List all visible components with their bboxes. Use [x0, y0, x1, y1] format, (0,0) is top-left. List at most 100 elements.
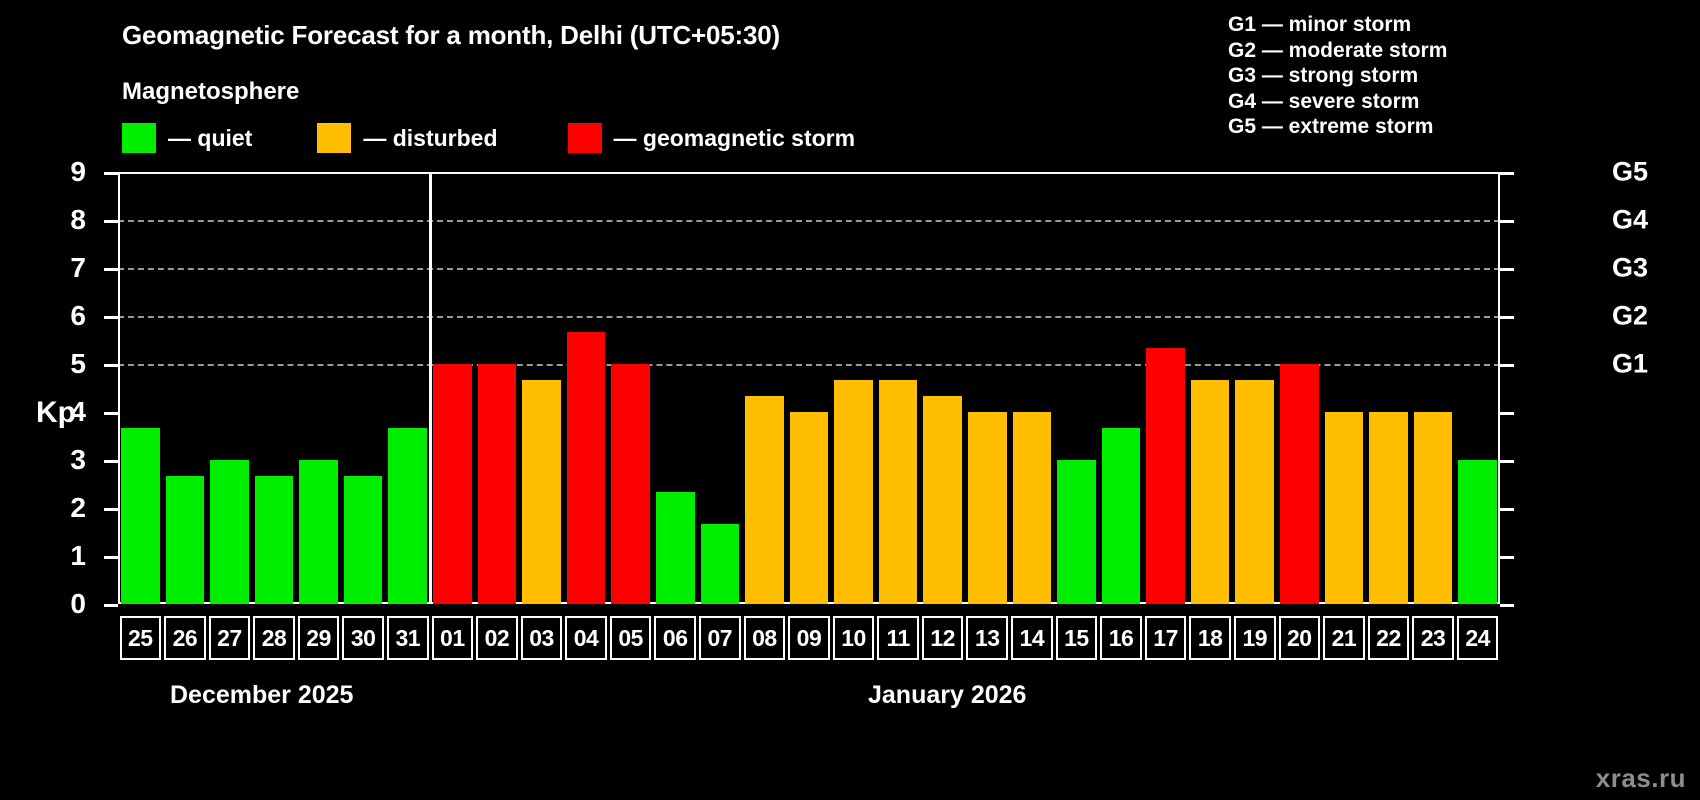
- bar-slot[interactable]: [1188, 172, 1233, 604]
- bar-06[interactable]: [655, 492, 695, 604]
- bar-slot[interactable]: [1322, 172, 1367, 604]
- bar-slot[interactable]: [742, 172, 787, 604]
- bar-01[interactable]: [433, 364, 472, 604]
- bar-slot[interactable]: [608, 172, 653, 604]
- day-label-05[interactable]: 05: [609, 616, 652, 660]
- bar-slot[interactable]: [519, 172, 564, 604]
- g-tick-mark: [1500, 412, 1514, 415]
- g-tick-label-g2: G2: [1612, 300, 1649, 331]
- day-label-23[interactable]: 23: [1412, 616, 1454, 660]
- g-tick-mark: [1500, 172, 1514, 175]
- day-label-25[interactable]: 25: [119, 616, 162, 660]
- bar-03[interactable]: [522, 379, 561, 604]
- bar-slot[interactable]: [163, 172, 208, 604]
- day-label-11[interactable]: 11: [877, 616, 919, 660]
- day-label-06[interactable]: 06: [654, 616, 697, 660]
- bar-slot[interactable]: [1054, 172, 1099, 604]
- day-label-22[interactable]: 22: [1367, 616, 1410, 660]
- bar-13[interactable]: [967, 412, 1007, 604]
- y-tick-label: 9: [70, 156, 86, 187]
- bar-27[interactable]: [210, 460, 249, 604]
- day-label-20[interactable]: 20: [1278, 616, 1321, 660]
- day-label-12[interactable]: 12: [921, 616, 964, 660]
- bar-19[interactable]: [1235, 379, 1275, 604]
- bar-slot[interactable]: [118, 172, 163, 604]
- bar-20[interactable]: [1280, 364, 1319, 604]
- bar-slot[interactable]: [1455, 172, 1500, 604]
- bar-slot[interactable]: [787, 172, 832, 604]
- bar-slot[interactable]: [876, 172, 921, 604]
- bar-slot[interactable]: [1010, 172, 1055, 604]
- bar-slot[interactable]: [831, 172, 876, 604]
- y-axis-title: Kp: [36, 396, 76, 429]
- bar-21[interactable]: [1324, 412, 1364, 604]
- bar-slot[interactable]: [1366, 172, 1411, 604]
- bar-04[interactable]: [566, 331, 606, 604]
- bar-07[interactable]: [700, 523, 740, 604]
- bar-29[interactable]: [299, 460, 338, 604]
- bar-slot[interactable]: [1232, 172, 1277, 604]
- bar-23[interactable]: [1413, 412, 1453, 604]
- bar-slot[interactable]: [207, 172, 252, 604]
- day-label-09[interactable]: 09: [788, 616, 830, 660]
- bar-11[interactable]: [878, 379, 918, 604]
- day-label-24[interactable]: 24: [1456, 616, 1499, 660]
- day-label-03[interactable]: 03: [520, 616, 563, 660]
- day-label-08[interactable]: 08: [743, 616, 786, 660]
- day-label-17[interactable]: 17: [1144, 616, 1187, 660]
- bar-25[interactable]: [121, 427, 160, 604]
- bar-02[interactable]: [477, 364, 517, 604]
- bar-26[interactable]: [165, 475, 205, 604]
- bar-slot[interactable]: [475, 172, 520, 604]
- bar-slot[interactable]: [1143, 172, 1188, 604]
- bar-10[interactable]: [834, 379, 873, 604]
- day-label-28[interactable]: 28: [253, 616, 295, 660]
- bar-slot[interactable]: [341, 172, 386, 604]
- bar-14[interactable]: [1012, 412, 1052, 604]
- bar-18[interactable]: [1190, 379, 1230, 604]
- bar-05[interactable]: [611, 364, 650, 604]
- bar-15[interactable]: [1057, 460, 1096, 604]
- legend-item-storm: — geomagnetic storm: [567, 122, 855, 154]
- bar-slot[interactable]: [920, 172, 965, 604]
- bar-slot[interactable]: [385, 172, 430, 604]
- bar-31[interactable]: [388, 427, 428, 604]
- day-label-31[interactable]: 31: [386, 616, 429, 660]
- bar-slot[interactable]: [1277, 172, 1322, 604]
- bar-08[interactable]: [745, 396, 784, 604]
- bar-slot[interactable]: [653, 172, 698, 604]
- day-label-04[interactable]: 04: [565, 616, 607, 660]
- bar-24[interactable]: [1458, 460, 1497, 604]
- bar-30[interactable]: [343, 475, 383, 604]
- day-label-21[interactable]: 21: [1323, 616, 1365, 660]
- bar-09[interactable]: [789, 412, 829, 604]
- day-label-02[interactable]: 02: [476, 616, 518, 660]
- bar-slot[interactable]: [965, 172, 1010, 604]
- day-label-27[interactable]: 27: [208, 616, 251, 660]
- bar-slot[interactable]: [564, 172, 609, 604]
- day-label-26[interactable]: 26: [164, 616, 206, 660]
- day-label-30[interactable]: 30: [342, 616, 384, 660]
- day-label-14[interactable]: 14: [1011, 616, 1053, 660]
- bar-slot[interactable]: [698, 172, 743, 604]
- bar-22[interactable]: [1369, 412, 1408, 604]
- bar-slot[interactable]: [1411, 172, 1456, 604]
- bar-28[interactable]: [254, 475, 294, 604]
- day-label-19[interactable]: 19: [1233, 616, 1276, 660]
- day-label-16[interactable]: 16: [1100, 616, 1142, 660]
- day-label-18[interactable]: 18: [1189, 616, 1231, 660]
- bar-12[interactable]: [923, 396, 962, 604]
- day-label-10[interactable]: 10: [832, 616, 875, 660]
- y-tick-label: 8: [70, 204, 86, 235]
- day-label-15[interactable]: 15: [1055, 616, 1098, 660]
- day-label-29[interactable]: 29: [297, 616, 340, 660]
- bar-slot[interactable]: [430, 172, 475, 604]
- bar-16[interactable]: [1101, 427, 1141, 604]
- day-label-01[interactable]: 01: [431, 616, 474, 660]
- bar-17[interactable]: [1146, 348, 1185, 604]
- day-label-07[interactable]: 07: [699, 616, 741, 660]
- bar-slot[interactable]: [252, 172, 297, 604]
- bar-slot[interactable]: [296, 172, 341, 604]
- day-label-13[interactable]: 13: [966, 616, 1009, 660]
- bar-slot[interactable]: [1099, 172, 1144, 604]
